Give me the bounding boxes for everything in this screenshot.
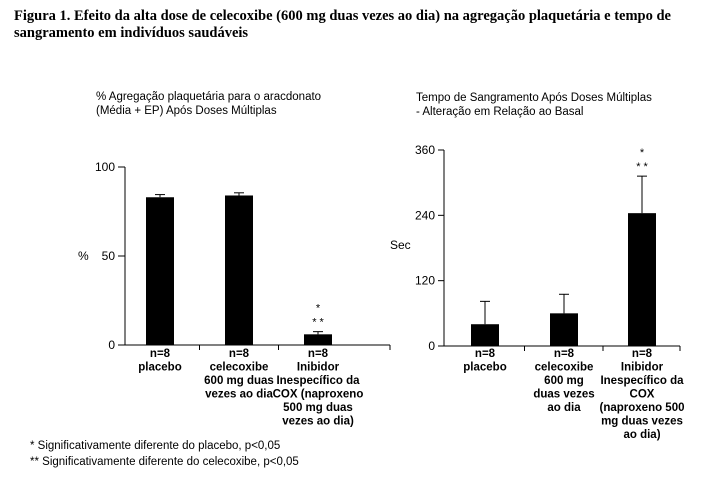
footnote-2: ** Significativamente diferente do celec… — [30, 456, 299, 468]
x-category-label: Inibidor — [621, 362, 664, 374]
y-tick-label: 120 — [415, 274, 435, 288]
x-category-label: mg duas vezes — [601, 416, 683, 428]
chart-title-line: - Alteração em Relação ao Basal — [416, 106, 583, 118]
chart-platelet-aggregation: % Agregação plaquetária para o aracdonat… — [78, 91, 391, 428]
x-category-label: n=8 — [150, 348, 171, 360]
y-tick-label: 50 — [102, 249, 116, 263]
x-category-label: vezes ao dia) — [282, 416, 354, 428]
x-category-label: n=8 — [475, 348, 496, 360]
x-category-label: Inibidor — [297, 362, 340, 374]
x-category-label: 600 mg — [544, 375, 584, 387]
x-category-label: ao dia) — [623, 429, 660, 441]
y-tick-label: 0 — [428, 339, 435, 353]
x-category-label: 500 mg duas — [283, 402, 353, 414]
x-category-label: n=8 — [632, 348, 653, 360]
chart-title-line: Tempo de Sangramento Após Doses Múltipla… — [416, 92, 652, 104]
x-category-label: celecoxibe — [535, 362, 594, 374]
y-tick-label: 0 — [108, 338, 115, 352]
bar — [146, 197, 174, 345]
bar — [225, 195, 253, 345]
x-category-label: placebo — [463, 362, 506, 374]
bar — [304, 334, 332, 345]
x-category-label: vezes ao dia — [205, 389, 273, 401]
x-category-label: 600 mg duas — [204, 375, 274, 387]
y-tick-label: 240 — [415, 208, 435, 222]
significance-marker: * * — [636, 161, 648, 173]
x-category-label: duas vezes — [533, 389, 594, 401]
y-tick-label: 360 — [415, 143, 435, 157]
footnote-1: * Significativamente diferente do placeb… — [30, 440, 281, 452]
x-category-label: n=8 — [308, 348, 329, 360]
x-category-label: ao dia — [547, 402, 581, 414]
y-axis-label: Sec — [390, 238, 411, 252]
figure-title: Figura 1. Efeito da alta dose de celecox… — [14, 8, 671, 41]
y-axis-label: % — [78, 249, 89, 263]
significance-marker: * — [640, 147, 645, 159]
bar — [471, 324, 499, 346]
x-category-label: Inespecífico da — [600, 375, 684, 387]
x-category-label: COX — [630, 389, 655, 401]
chart-title-line: % Agregação plaquetária para o aracdonat… — [96, 91, 321, 103]
x-category-label: COX (naproxeno — [273, 389, 364, 401]
y-tick-label: 100 — [95, 160, 115, 174]
x-category-label: Inespecífico da — [276, 375, 360, 387]
x-category-label: placebo — [138, 362, 181, 374]
bar — [550, 313, 578, 346]
bar — [628, 213, 656, 346]
chart-title-line: (Média + EP) Após Doses Múltiplas — [96, 105, 277, 117]
x-category-label: n=8 — [229, 348, 250, 360]
x-category-label: n=8 — [554, 348, 575, 360]
x-category-label: (naproxeno 500 — [600, 402, 685, 414]
significance-marker: * — [316, 303, 321, 315]
x-category-label: celecoxibe — [210, 362, 269, 374]
chart-bleeding-time: Tempo de Sangramento Após Doses Múltipla… — [390, 92, 685, 441]
significance-marker: * * — [312, 317, 324, 329]
